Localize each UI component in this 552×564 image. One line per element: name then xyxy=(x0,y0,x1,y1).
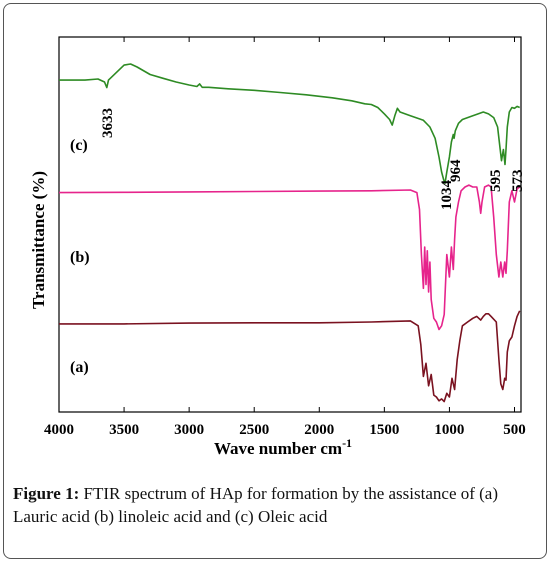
y-axis-label: Transmittance (%) xyxy=(29,171,48,309)
series-label-b: (b) xyxy=(70,249,90,266)
figure-caption: Figure 1: FTIR spectrum of HAp for forma… xyxy=(13,482,543,528)
x-tick-label-2000: 2000 xyxy=(304,422,334,438)
x-axis-label: Wave number cm-1 xyxy=(214,436,352,458)
series-label-c: (c) xyxy=(70,137,88,154)
peak-label-3633: 3633 xyxy=(100,108,116,138)
x-axis-label-superscript: -1 xyxy=(342,436,352,450)
x-tick-label-1500: 1500 xyxy=(369,422,399,438)
series-label-a: (a) xyxy=(70,359,89,376)
series-line-b xyxy=(58,184,521,331)
figure-frame xyxy=(3,3,547,559)
x-tick-label-3500: 3500 xyxy=(109,422,139,438)
caption-text: FTIR spectrum of HAp for formation by th… xyxy=(13,484,499,526)
caption-label: Figure 1: xyxy=(13,484,80,503)
x-tick-label-3000: 3000 xyxy=(174,422,204,438)
plot-area-frame xyxy=(58,36,522,413)
peak-label-964: 964 xyxy=(448,159,464,182)
peak-label-573: 573 xyxy=(510,170,526,193)
series-layer xyxy=(58,63,521,403)
peak-label-1034: 1034 xyxy=(439,180,455,211)
x-axis-ticks: 4000 3500 3000 2500 2000 1500 1000 500 xyxy=(44,37,526,438)
series-line-a xyxy=(59,310,521,403)
x-tick-label-2500: 2500 xyxy=(239,422,269,438)
series-labels: (a) (b) (c) xyxy=(70,137,90,376)
x-tick-label-4000: 4000 xyxy=(44,422,74,438)
x-tick-label-500: 500 xyxy=(503,422,526,438)
x-tick-label-1000: 1000 xyxy=(434,422,464,438)
peak-label-595: 595 xyxy=(488,170,504,193)
series-line-c xyxy=(59,63,521,185)
ftir-chart: 4000 3500 3000 2500 2000 1500 1000 500 (a) (b) (c… xyxy=(29,36,526,458)
